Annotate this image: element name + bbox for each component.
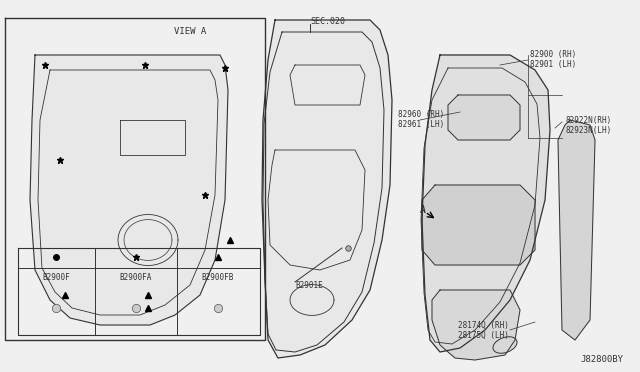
Text: 82901 (LH): 82901 (LH) (530, 61, 576, 70)
Text: SEC.020: SEC.020 (310, 17, 345, 26)
Text: B2900F: B2900F (42, 273, 70, 282)
Text: B2900FA: B2900FA (120, 273, 152, 282)
Text: 82900 (RH): 82900 (RH) (530, 51, 576, 60)
Polygon shape (558, 120, 595, 340)
Text: B2900FB: B2900FB (202, 273, 234, 282)
Text: J82800BY: J82800BY (580, 356, 623, 365)
Text: 28174Q (RH): 28174Q (RH) (458, 321, 509, 330)
Polygon shape (422, 185, 535, 265)
Text: 28175Q (LH): 28175Q (LH) (458, 330, 509, 340)
Polygon shape (422, 55, 550, 352)
Text: VIEW A: VIEW A (174, 28, 206, 36)
Polygon shape (30, 55, 228, 325)
Text: A: A (420, 205, 426, 215)
Polygon shape (262, 20, 392, 358)
Text: 82922N(RH): 82922N(RH) (565, 115, 611, 125)
Text: 82960 (RH): 82960 (RH) (398, 110, 444, 119)
Polygon shape (432, 290, 520, 360)
Text: 82923N(LH): 82923N(LH) (565, 125, 611, 135)
Text: B2901E: B2901E (295, 280, 323, 289)
Ellipse shape (493, 337, 517, 353)
Text: 82961 (LH): 82961 (LH) (398, 121, 444, 129)
Polygon shape (448, 95, 520, 140)
